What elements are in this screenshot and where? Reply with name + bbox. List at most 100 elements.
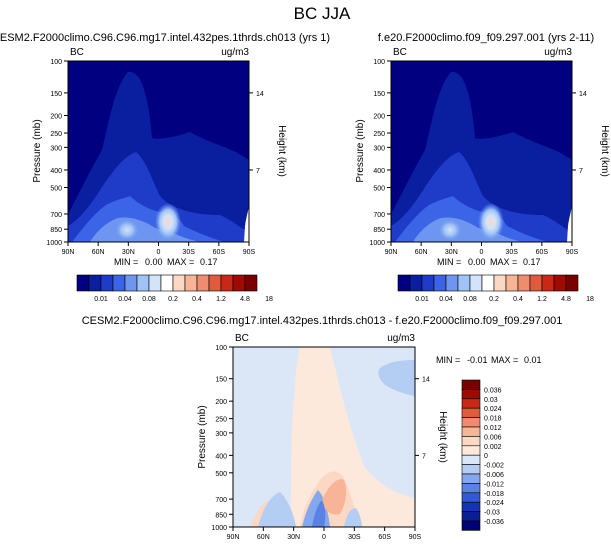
colorbar-label-0.002: 0.002: [484, 444, 502, 451]
colorbar-box: [461, 426, 481, 437]
panel-1-left-label: BC: [70, 47, 84, 58]
ytick-label-400: 400: [50, 168, 62, 175]
xtick-label-30S: 30S: [348, 534, 361, 541]
xtick-label-30N: 30N: [287, 534, 300, 541]
panel-1-max-value: 0.17: [200, 257, 218, 267]
panel-3-lower-positive-core: [322, 479, 347, 515]
panel-1-maximum-sh: [155, 203, 181, 241]
ytick-label-700: 700: [215, 497, 227, 504]
colorbar-box: [136, 274, 150, 292]
colorbar-label--0.018: -0.018: [484, 491, 504, 498]
colorbar-box: [421, 274, 435, 292]
xtick-label-60N: 60N: [92, 249, 105, 256]
panel-1-ylabel: Pressure (mb): [32, 119, 43, 182]
colorbar-panel-3: 0.036 0.03 0.024 0.018 0.012 0.006 0.002 0 -0.00…: [461, 379, 504, 531]
xtick-label-60S: 60S: [213, 249, 226, 256]
xtick-label-60S: 60S: [536, 249, 549, 256]
panel-3-upper-negative: [378, 360, 415, 396]
panel-2-ylabel-right: Height (km): [599, 125, 610, 177]
colorbar-label-0.4: 0.4: [513, 296, 523, 303]
colorbar-box: [457, 274, 471, 292]
ytick-label-500: 500: [50, 186, 62, 193]
xtick-label-90N: 90N: [385, 249, 398, 256]
panel-3-left-label: BC: [235, 333, 249, 344]
panel-1-max-label: MAX =: [167, 257, 194, 267]
ytick-label-700: 700: [50, 212, 62, 219]
panel-3-max-label: MAX =: [491, 355, 518, 365]
panel-3-ylabel-right: Height (km): [437, 411, 448, 463]
colorbar-box: [76, 274, 90, 292]
colorbar-label-0.03: 0.03: [484, 397, 498, 404]
ytick-label-150: 150: [373, 91, 385, 98]
panel-1-maximum-nh: [115, 219, 139, 241]
colorbar-box: [565, 274, 579, 292]
xtick-label-60N: 60N: [415, 249, 428, 256]
ytick-label-850: 850: [215, 512, 227, 519]
colorbar-box: [220, 274, 234, 292]
rtick-label-7: 7: [256, 168, 260, 175]
panel-1-field: [68, 61, 249, 242]
colorbar-label-0.08: 0.08: [463, 296, 477, 303]
panel-2-unit-label: ug/m3: [544, 47, 572, 58]
panel-1-unit-label: ug/m3: [221, 47, 249, 58]
panel-1-min-label: MIN =: [114, 257, 138, 267]
colorbar-label-0.006: 0.006: [484, 434, 502, 441]
colorbar-label--0.024: -0.024: [484, 500, 504, 507]
ytick-label-250: 250: [50, 131, 62, 138]
panel-2-ylabel: Pressure (mb): [355, 119, 366, 182]
colorbar-box: [232, 274, 246, 292]
colorbar-box: [493, 274, 507, 292]
xtick-label-0: 0: [322, 534, 326, 541]
colorbar-box: [461, 417, 481, 428]
panel-3-field: [233, 347, 415, 527]
colorbar-box: [461, 436, 481, 447]
colorbar-box: [409, 274, 423, 292]
colorbar-box: [517, 274, 531, 292]
colorbar-box: [553, 274, 567, 292]
ytick-label-200: 200: [50, 113, 62, 120]
colorbar-box: [184, 274, 198, 292]
panel-2-yticks-right: 14 7: [572, 91, 587, 175]
ytick-label-300: 300: [215, 431, 227, 438]
ytick-label-300: 300: [373, 145, 385, 152]
colorbar-panel-2: 0.01 0.04 0.08 0.2 0.4 1.2 4.8 18: [397, 274, 594, 303]
colorbar-box: [461, 501, 481, 512]
colorbar-label--0.03: -0.03: [484, 510, 500, 517]
xtick-label-60S: 60S: [378, 534, 391, 541]
colorbar-box: [172, 274, 186, 292]
colorbar-box: [445, 274, 459, 292]
ytick-label-150: 150: [215, 377, 227, 384]
colorbar-box: [196, 274, 210, 292]
colorbar-box: [469, 274, 483, 292]
panel-3-lower-negative-1: [258, 492, 296, 527]
colorbar-label-0.2: 0.2: [489, 296, 499, 303]
panel-1-yticks: 100 150 200 250 300 400 500 700 850 1000: [46, 59, 68, 247]
panel-2-yticks: 100 150 200 250 300 400 500 700 850 1000: [369, 59, 391, 247]
colorbar-box: [461, 407, 481, 418]
panel-3-max-value: 0.01: [524, 355, 542, 365]
colorbar-panel-1: 0.01 0.04 0.08 0.2 0.4 1.2 4.8 18: [76, 274, 273, 303]
ytick-label-500: 500: [373, 186, 385, 193]
colorbar-box: [461, 445, 481, 456]
panel-1-min-value: 0.00: [145, 257, 163, 267]
ytick-label-100: 100: [215, 345, 227, 352]
colorbar-box: [481, 274, 495, 292]
panel-2-title: f.e20.F2000climo.f09_f09.297.001 (yrs 2-…: [378, 32, 594, 44]
colorbar-box: [244, 274, 258, 292]
xtick-label-90S: 90S: [409, 534, 422, 541]
colorbar-label-4.8: 4.8: [240, 296, 250, 303]
ytick-label-200: 200: [215, 399, 227, 406]
panel-3-unit-label: ug/m3: [387, 333, 415, 344]
panel-2-maximum-sh: [478, 203, 504, 241]
panel-1-title: CESM2.F2000climo.C96.C96.mg17.intel.432p…: [0, 32, 330, 44]
panel-2: f.e20.F2000climo.f09_f09.297.001 (yrs 2-…: [355, 32, 610, 267]
colorbar-label-0.04: 0.04: [118, 296, 132, 303]
colorbar-box: [112, 274, 126, 292]
xtick-label-90S: 90S: [243, 249, 256, 256]
ytick-label-1000: 1000: [369, 240, 385, 247]
colorbar-box: [529, 274, 543, 292]
colorbar-label-1.2: 1.2: [216, 296, 226, 303]
panel-2-missing-surface: [567, 206, 572, 242]
panel-3-min-value: -0.01: [467, 355, 488, 365]
panel-3-yticks: 100 150 200 250 300 400 500 700 850 1000: [211, 345, 233, 532]
